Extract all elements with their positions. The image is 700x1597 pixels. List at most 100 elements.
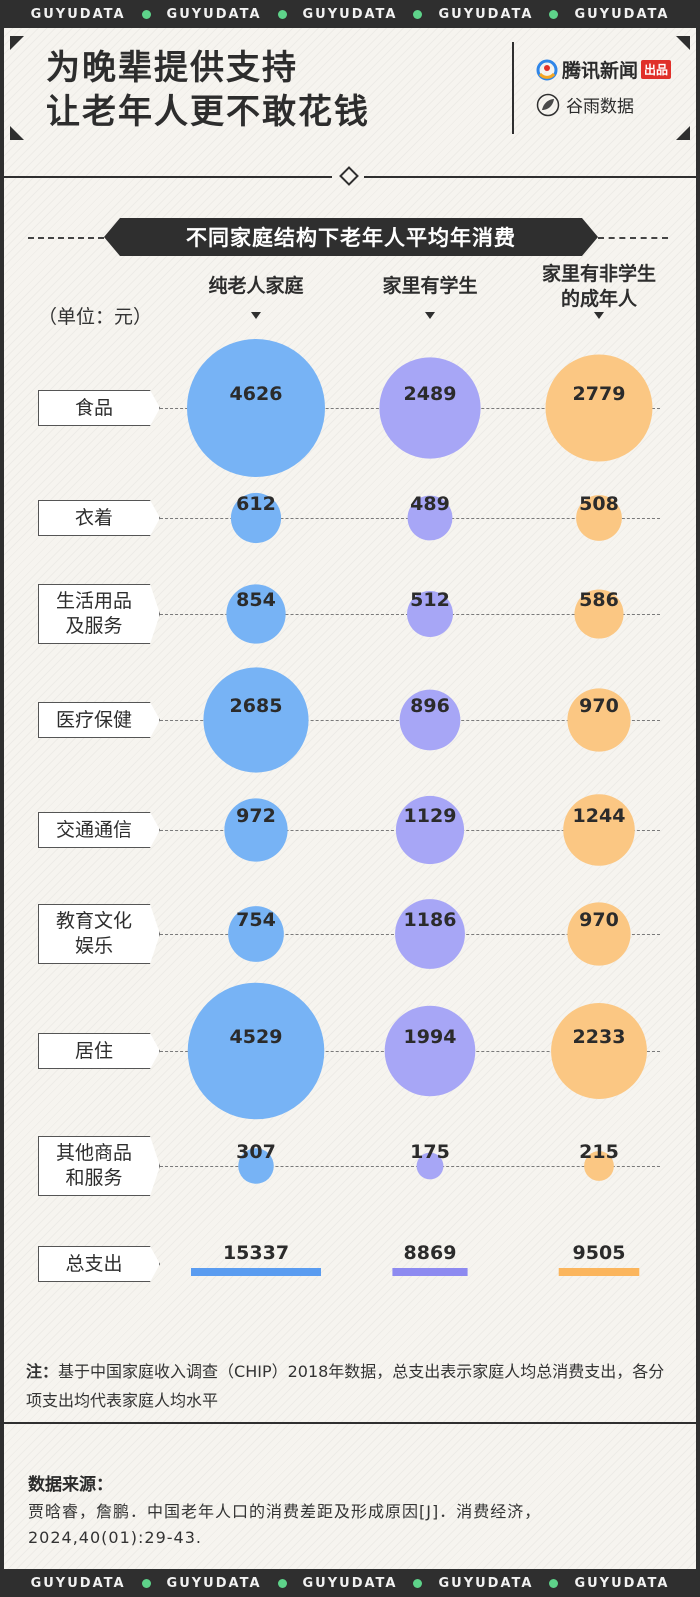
brand-dot (413, 9, 423, 19)
brand-text: GUYUDATA (166, 6, 262, 22)
guyu-leaf-icon (536, 93, 560, 116)
value-label: 970 (579, 909, 619, 931)
value-label: 612 (236, 493, 276, 515)
main-panel: 为晚辈提供支持 让老年人更不敢花钱 腾讯新闻 出品 谷雨数据 不同家庭结构下老年… (4, 28, 696, 1569)
bubble (230, 492, 282, 544)
value-label: 512 (410, 589, 450, 611)
column-header-line: 家里有学生 (382, 275, 478, 297)
brand-text: GUYUDATA (302, 6, 398, 22)
value-label: 1244 (573, 805, 626, 827)
row-label-line: 生活用品 (55, 590, 132, 612)
brand-text: GUYUDATA (438, 1575, 534, 1591)
top-brand-strip: GUYUDATA GUYUDATA GUYUDATA GUYUDATA GUYUDATA (0, 0, 700, 28)
brand-text: GUYUDATA (574, 1575, 670, 1591)
bubble (407, 591, 453, 637)
brand-text: GUYUDATA (30, 1575, 126, 1591)
value-label: 175 (410, 1141, 450, 1163)
value-label: 2489 (404, 383, 457, 405)
bubble (584, 1151, 614, 1181)
value-label: 307 (236, 1141, 276, 1163)
brand-dot (413, 1578, 423, 1588)
row-label-line: 交通通信 (55, 818, 132, 841)
column-header-3: 家里有非学生 的成年人 (514, 262, 684, 312)
row-label-8: 其他商品 和服务 (38, 1136, 160, 1196)
bubble (563, 794, 635, 866)
total-bar (558, 1268, 640, 1276)
source-title: 数据来源： (28, 1475, 113, 1495)
brand-text: GUYUDATA (438, 6, 534, 22)
header-rule-left (4, 176, 332, 178)
row-label-line: 其他商品 (55, 1142, 132, 1164)
bubble (567, 902, 631, 966)
title-dash-right (598, 237, 668, 239)
corner-mark-bl (10, 126, 24, 140)
column-header-line: 家里有非学生 (541, 263, 656, 285)
row-label-6: 教育文化 娱乐 (38, 904, 160, 964)
chart-title-bar: 不同家庭结构下老年人平均年消费 (4, 218, 696, 258)
brand-dot (549, 1578, 559, 1588)
bubble (574, 589, 624, 639)
value-label: 972 (236, 805, 276, 827)
title-line-2: 让老年人更不敢花钱 (46, 92, 370, 132)
bubble (551, 1003, 647, 1099)
column-header-2: 家里有学生 (345, 274, 515, 299)
row-label-line: 娱乐 (74, 935, 113, 957)
total-bar (191, 1268, 321, 1276)
column-header-line: 纯老人家庭 (208, 275, 304, 297)
row-label-line: 居住 (74, 1039, 113, 1062)
row-guide-line (160, 1166, 660, 1167)
row-label-line: 医疗保健 (55, 708, 132, 731)
bubble (416, 1152, 444, 1180)
bubble (203, 667, 309, 773)
footnote-prefix: 注： (26, 1362, 59, 1381)
bubble (399, 689, 461, 751)
bubble (224, 798, 288, 862)
source-citation: 贾晗睿，詹鹏．中国老年人口的消费差距及形成原因[J]．消费经济，2024,40(… (28, 1502, 542, 1547)
header-divider (512, 42, 514, 134)
value-label: 4626 (230, 383, 283, 405)
value-label: 489 (410, 493, 450, 515)
column-header-line: 的成年人 (560, 288, 637, 310)
unit-label: （单位：元） (38, 306, 153, 328)
tencent-news-icon (536, 59, 558, 80)
chart-title: 不同家庭结构下老年人平均年消费 (104, 218, 598, 256)
total-value-label: 8869 (404, 1242, 457, 1264)
footnote: 注：基于中国家庭收入调查（CHIP）2018年数据，总支出表示家庭人均总消费支出… (26, 1357, 674, 1415)
value-label: 4529 (230, 1026, 283, 1048)
corner-mark-br (676, 126, 690, 140)
row-label-line: 及服务 (65, 615, 123, 637)
column-pointer-icon (425, 312, 435, 319)
value-label: 2685 (230, 695, 283, 717)
row-label-line: 总支出 (65, 1252, 123, 1275)
brand-dot (277, 9, 287, 19)
value-label: 970 (579, 695, 619, 717)
bubble (228, 906, 284, 962)
bubble (567, 688, 631, 752)
brand-dot (141, 1578, 151, 1588)
brand-dot (277, 1578, 287, 1588)
brand-text: GUYUDATA (166, 1575, 262, 1591)
row-label-3: 生活用品 及服务 (38, 584, 160, 644)
value-label: 1129 (404, 805, 457, 827)
value-label: 508 (579, 493, 619, 515)
tencent-news-badge: 出品 (641, 60, 672, 79)
tencent-news-text: 腾讯新闻 (562, 60, 639, 82)
value-label: 854 (236, 589, 276, 611)
row-label-4: 医疗保健 (38, 702, 160, 738)
bubble (226, 584, 286, 644)
value-label: 754 (236, 909, 276, 931)
total-value-label: 15337 (223, 1242, 289, 1264)
guyu-data-text: 谷雨数据 (566, 97, 634, 117)
source-divider (4, 1422, 696, 1424)
bubble (187, 339, 325, 477)
row-label-line: 教育文化 (55, 910, 132, 932)
bubble (407, 495, 453, 541)
column-pointer-icon (251, 312, 261, 319)
bubble (187, 982, 325, 1120)
footnote-text: 基于中国家庭收入调查（CHIP）2018年数据，总支出表示家庭人均总消费支出，各… (26, 1362, 665, 1410)
brand-dot (141, 9, 151, 19)
bubble (545, 354, 653, 462)
value-label: 215 (579, 1141, 619, 1163)
value-label: 1186 (404, 909, 457, 931)
guyu-data-logo: 谷雨数据 (536, 92, 634, 117)
